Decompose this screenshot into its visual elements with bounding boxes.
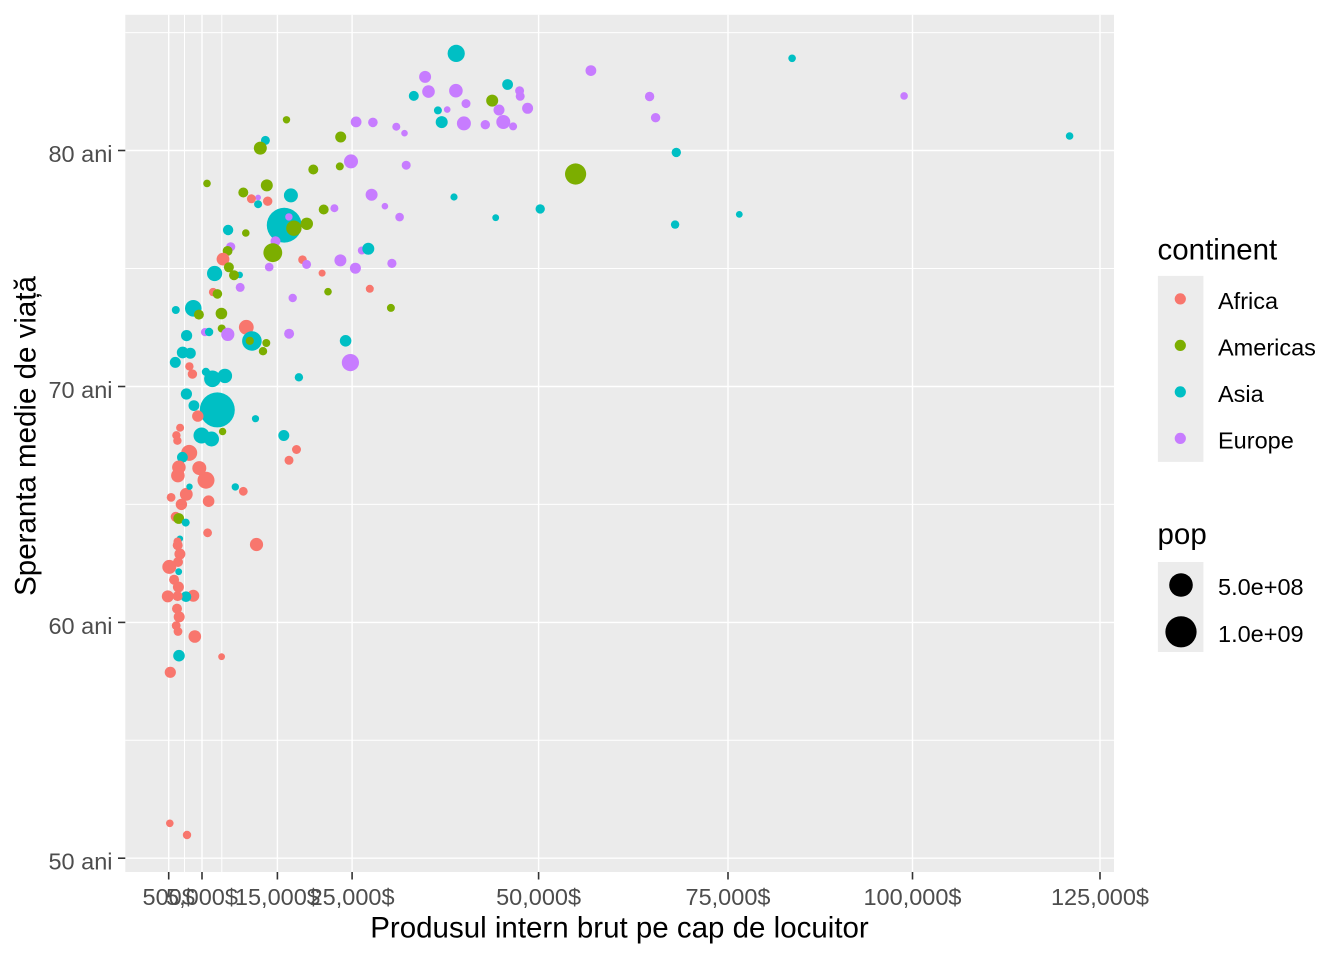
svg-text:Asia: Asia (1218, 381, 1265, 407)
svg-text:50,000$: 50,000$ (496, 884, 581, 910)
svg-text:100,000$: 100,000$ (863, 884, 961, 910)
svg-text:5,000$: 5,000$ (166, 884, 238, 910)
svg-text:500$: 500$ (143, 884, 195, 910)
svg-text:pop: pop (1158, 518, 1207, 551)
svg-text:80 ani: 80 ani (48, 141, 112, 167)
svg-text:125,000$: 125,000$ (1051, 884, 1149, 910)
svg-text:Produsul intern brut pe cap de: Produsul intern brut pe cap de locuitor (370, 912, 869, 945)
svg-text:15,000$: 15,000$ (235, 884, 320, 910)
svg-text:50 ani: 50 ani (48, 849, 112, 875)
svg-text:Speranta medie de viață: Speranta medie de viață (10, 276, 43, 596)
svg-text:Europe: Europe (1218, 427, 1294, 453)
svg-text:25,000$: 25,000$ (310, 884, 395, 910)
svg-text:1.0e+09: 1.0e+09 (1218, 621, 1304, 647)
svg-text:75,000$: 75,000$ (686, 884, 771, 910)
svg-text:continent: continent (1158, 234, 1278, 267)
svg-text:60 ani: 60 ani (48, 613, 112, 639)
svg-text:Africa: Africa (1218, 288, 1279, 314)
svg-text:Americas: Americas (1218, 334, 1316, 360)
svg-text:5.0e+08: 5.0e+08 (1218, 574, 1304, 600)
svg-text:70 ani: 70 ani (48, 377, 112, 403)
